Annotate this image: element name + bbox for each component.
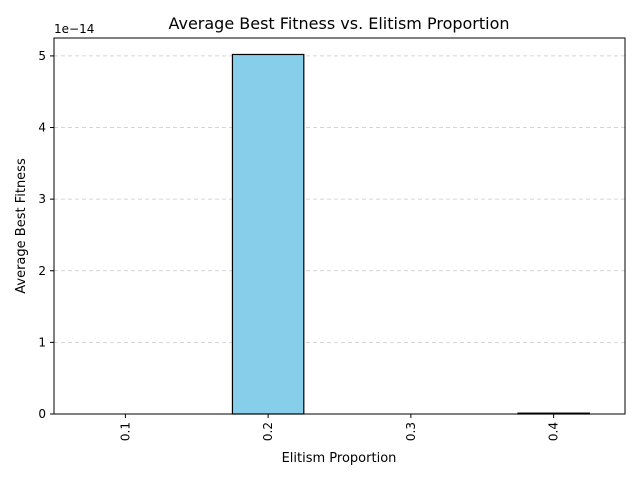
x-tick-label: 0.2 <box>261 422 275 441</box>
y-tick-label: 5 <box>38 49 46 63</box>
plot-frame <box>53 37 626 415</box>
x-axis-label: Elitism Proportion <box>282 451 397 466</box>
axes: 0 1 2 3 4 5 0.1 0.2 0.3 0.4 <box>38 37 626 441</box>
y-axis-offset-label: 1e−14 <box>54 22 94 36</box>
x-tick-label: 0.3 <box>404 422 418 441</box>
y-tick-label: 3 <box>38 192 46 206</box>
x-tick-label: 0.4 <box>547 422 561 441</box>
y-tick-label: 1 <box>38 335 46 349</box>
bars <box>231 53 590 415</box>
y-axis-label: Average Best Fitness <box>14 158 29 294</box>
x-tick-label: 0.1 <box>118 422 132 441</box>
bar <box>231 53 305 415</box>
y-tick-label: 2 <box>38 264 46 278</box>
y-tick-label: 4 <box>38 121 46 135</box>
y-tick-label: 0 <box>38 407 46 421</box>
chart-title: Average Best Fitness vs. Elitism Proport… <box>168 14 509 33</box>
gridlines <box>54 55 625 415</box>
